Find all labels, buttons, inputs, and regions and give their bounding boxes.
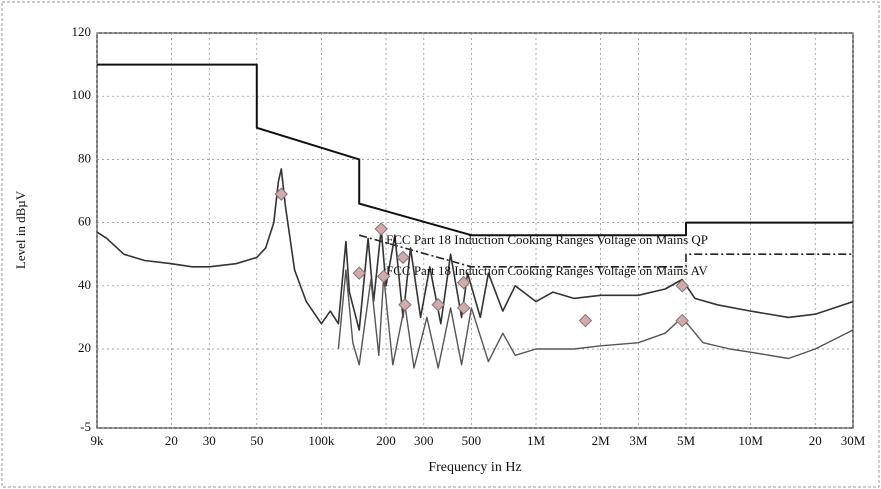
- marker: [675, 279, 689, 293]
- marker: [376, 269, 391, 284]
- trace: [337, 269, 854, 369]
- marker: [431, 298, 445, 312]
- x-tick-label: 300: [414, 433, 434, 448]
- x-tick-label: 1M: [527, 433, 546, 448]
- y-tick-label: 60: [78, 214, 91, 229]
- x-tick-label: 500: [462, 433, 482, 448]
- y-tick-label: 40: [78, 277, 91, 292]
- x-tick-label: 9k: [91, 433, 105, 448]
- x-axis-label: Frequency in Hz: [428, 460, 521, 475]
- marker: [456, 275, 471, 290]
- limit-line: [358, 234, 853, 268]
- x-tick-label: 100k: [308, 433, 335, 448]
- y-tick-label: 120: [72, 24, 92, 39]
- x-tick-label: 20: [809, 433, 822, 448]
- y-tick-label: 80: [78, 150, 91, 165]
- limit-label: FCC Part 18 Induction Cooking Ranges Vol…: [386, 263, 708, 278]
- limit-line: [97, 63, 853, 237]
- y-tick-label: 100: [72, 87, 92, 102]
- marker: [398, 298, 412, 312]
- x-tick-label: 10M: [738, 433, 763, 448]
- marker: [456, 301, 471, 315]
- x-tick-label: 30M: [841, 433, 866, 448]
- x-tick-label: 50: [250, 433, 263, 448]
- marker: [675, 313, 689, 328]
- x-tick-label: 3M: [629, 433, 648, 448]
- x-tick-label: 200: [376, 433, 396, 448]
- marker: [578, 313, 593, 328]
- y-tick-label: 20: [78, 340, 91, 355]
- x-tick-label: 5M: [677, 433, 696, 448]
- y-tick-label: -5: [80, 419, 91, 434]
- plot-area: [96, 32, 854, 429]
- x-tick-label: 2M: [592, 433, 611, 448]
- marker: [374, 222, 388, 236]
- x-tick-label: 20: [165, 433, 178, 448]
- x-tick-label: 30: [203, 433, 216, 448]
- limit-label: FCC Part 18 Induction Cooking Ranges Vol…: [386, 232, 708, 247]
- marker: [352, 266, 366, 280]
- marker: [396, 250, 410, 265]
- y-axis-label: Level in dBµV: [13, 190, 28, 269]
- marker: [274, 187, 288, 201]
- trace: [96, 168, 854, 331]
